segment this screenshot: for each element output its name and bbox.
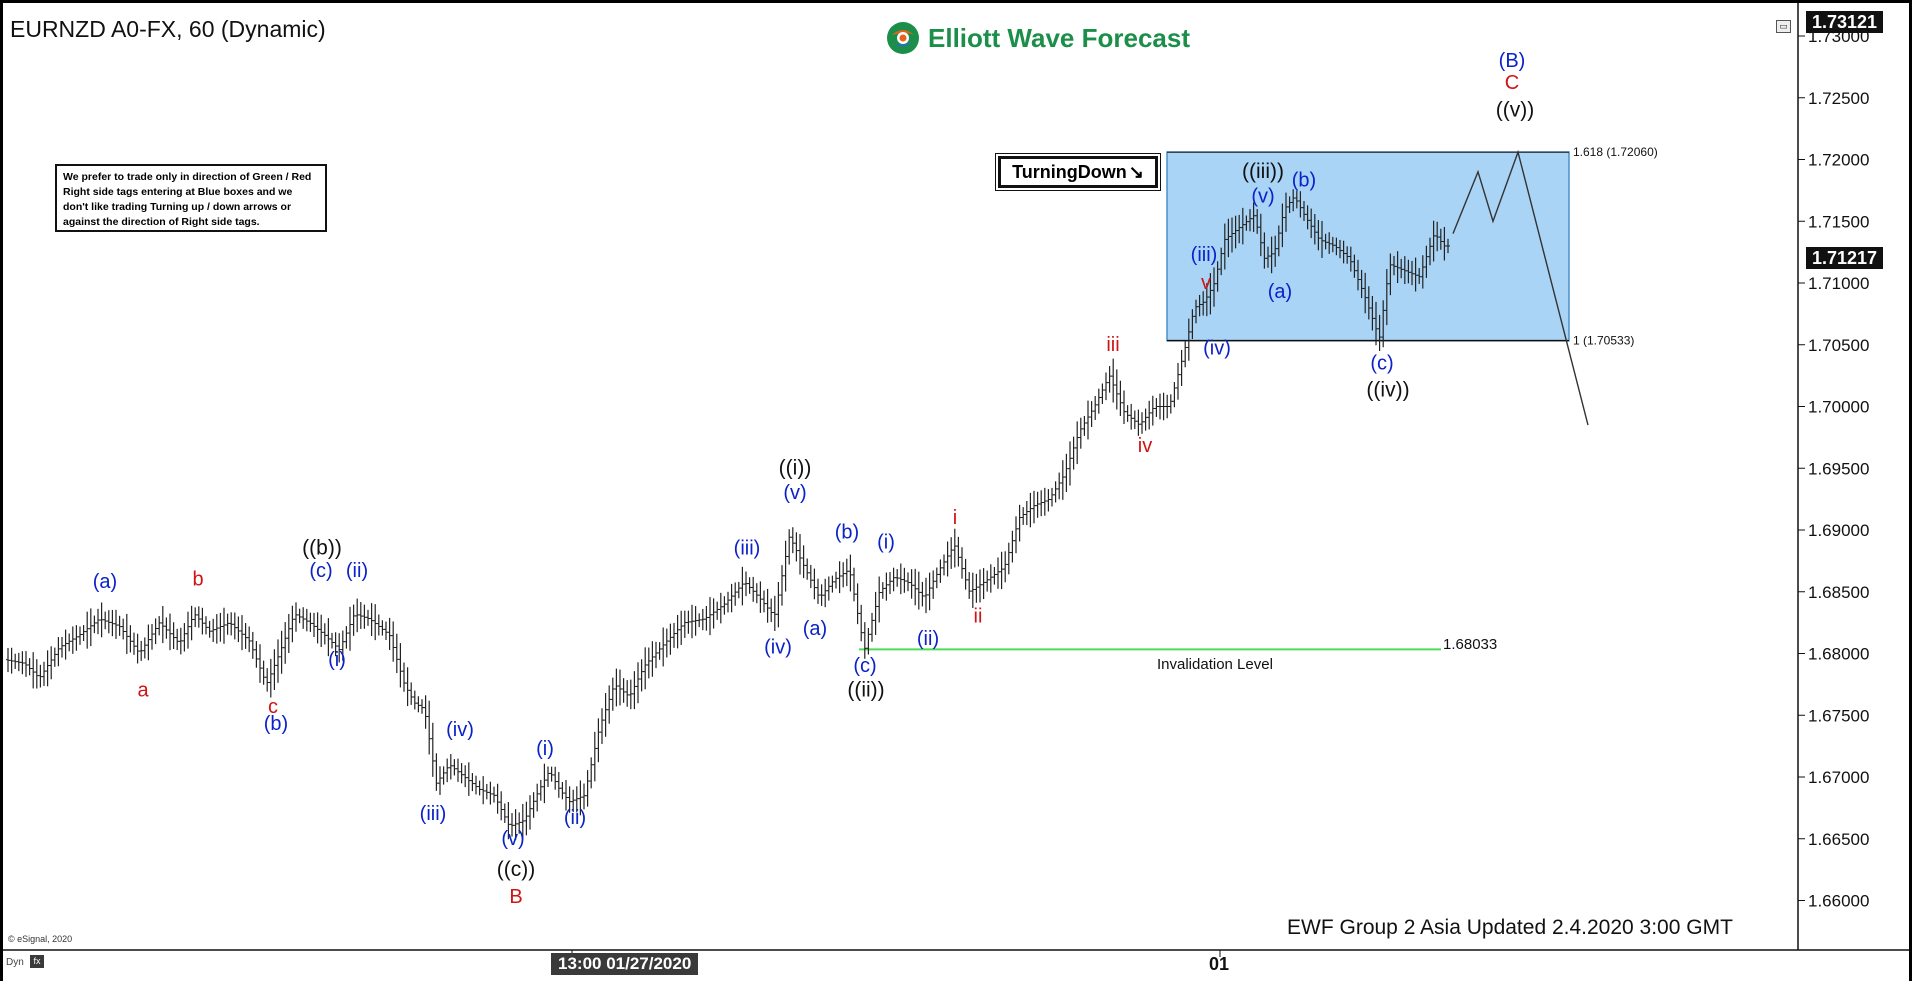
wave-label: ((i)) [779, 456, 812, 479]
y-tick-label: 1.66000 [1808, 892, 1869, 911]
y-tick-label: 1.71000 [1808, 274, 1869, 293]
wave-label: (c) [853, 655, 876, 677]
restore-window-icon[interactable]: ▭ [1776, 20, 1791, 33]
y-tick-label: 1.69000 [1808, 521, 1869, 540]
wave-label: (iv) [764, 637, 792, 659]
wave-label: iv [1138, 435, 1152, 457]
turning-label: TurningDown [1012, 161, 1127, 182]
y-tick-label: 1.69500 [1808, 459, 1869, 478]
wave-label: (B) [1499, 50, 1526, 72]
chart-title: EURNZD A0-FX, 60 (Dynamic) [10, 16, 326, 42]
wave-label: (a) [1268, 281, 1292, 303]
wave-label: iii [1106, 334, 1119, 356]
y-tick-label: 1.68500 [1808, 583, 1869, 602]
wave-label: (a) [803, 618, 827, 640]
wave-label: ((v)) [1496, 98, 1534, 121]
y-axis: 1.730001.725001.720001.715001.710001.705… [1798, 27, 1869, 911]
wave-label: ((iii)) [1242, 160, 1284, 183]
trading-note: We prefer to trade only in direction of … [55, 164, 327, 232]
y-tick-label: 1.68000 [1808, 645, 1869, 664]
wave-label: (iv) [1203, 338, 1231, 360]
wave-label: (i) [877, 532, 895, 554]
update-footer: EWF Group 2 Asia Updated 2.4.2020 3:00 G… [1287, 916, 1733, 939]
top-price-tag: 1.73121 [1806, 11, 1884, 33]
wave-label: a [137, 680, 149, 702]
wave-label: (a) [93, 571, 117, 593]
wave-label: (iii) [734, 538, 761, 560]
right-border [1909, 0, 1912, 981]
copyright: © eSignal, 2020 [8, 934, 73, 944]
current-price-tag: 1.71217 [1806, 247, 1884, 269]
wave-labels: (a)ab((b))(c) (ii)c(b)(i)(iv)(iii)(i)(v)(… [93, 50, 1534, 908]
wave-label: ((ii)) [847, 679, 884, 702]
wave-label: (iii) [420, 803, 447, 825]
invalidation-value: 1.68033 [1443, 636, 1498, 653]
y-tick-label: 1.70000 [1808, 398, 1869, 417]
wave-label: (v) [501, 828, 524, 850]
brand-globe-icon [887, 22, 919, 54]
price-bars [6, 189, 1450, 841]
brand-logo: Elliott Wave Forecast [886, 20, 1190, 56]
invalidation-label: Invalidation Level [1157, 656, 1273, 673]
y-tick-label: 1.67000 [1808, 768, 1869, 787]
y-tick-label: 1.71500 [1808, 212, 1869, 231]
wave-label: B [509, 886, 522, 908]
y-tick-label: 1.72000 [1808, 151, 1869, 170]
y-tick-label: 1.72500 [1808, 89, 1869, 108]
wave-label: c [268, 696, 278, 718]
wave-label: (v) [1251, 186, 1274, 208]
wave-label: ((c)) [497, 858, 535, 881]
wave-label: C [1505, 72, 1519, 94]
wave-label: i [953, 507, 957, 529]
wave-label: (ii) [917, 628, 939, 650]
wave-label: (iv) [446, 719, 474, 741]
dyn-label: Dyn [6, 957, 24, 968]
turning-down-badge: TurningDown ↘ [995, 153, 1161, 191]
wave-label: (i) [328, 649, 346, 671]
x-axis-cursor-badge: 13:00 01/27/2020 [551, 953, 699, 975]
wave-label: ((iv)) [1366, 379, 1409, 402]
x-tick-label: 01 [1209, 954, 1230, 974]
brand-name: Elliott Wave Forecast [928, 22, 1190, 53]
wave-label: (ii) [564, 807, 586, 829]
blue-target-box [1166, 151, 1570, 342]
wave-label: (iii) [1191, 244, 1218, 266]
fx-icon[interactable]: fx [30, 955, 44, 968]
wave-label: (c) [1370, 352, 1393, 374]
wave-label: b [192, 569, 203, 591]
wave-label: ((b)) [302, 537, 342, 560]
top-border [0, 0, 1912, 3]
y-tick-label: 1.70500 [1808, 336, 1869, 355]
wave-label: (b) [1292, 170, 1316, 192]
wave-label: (i) [536, 738, 554, 760]
arrow-down-right-icon: ↘ [1128, 161, 1144, 182]
y-tick-label: 1.67500 [1808, 706, 1869, 725]
left-border [0, 0, 3, 981]
wave-label: (b) [835, 522, 859, 544]
projection-path [1452, 149, 1589, 426]
fib-lower-label: 1 (1.70533) [1573, 334, 1634, 348]
wave-label: (c) [309, 560, 332, 582]
wave-label: v [1201, 272, 1211, 294]
wave-label: (b) [264, 713, 288, 735]
wave-label: ii [974, 606, 983, 628]
wave-label: (v) [783, 482, 806, 504]
y-tick-label: 1.66500 [1808, 830, 1869, 849]
wave-label: (ii) [346, 560, 368, 582]
fib-upper-label: 1.618 (1.72060) [1573, 145, 1658, 159]
